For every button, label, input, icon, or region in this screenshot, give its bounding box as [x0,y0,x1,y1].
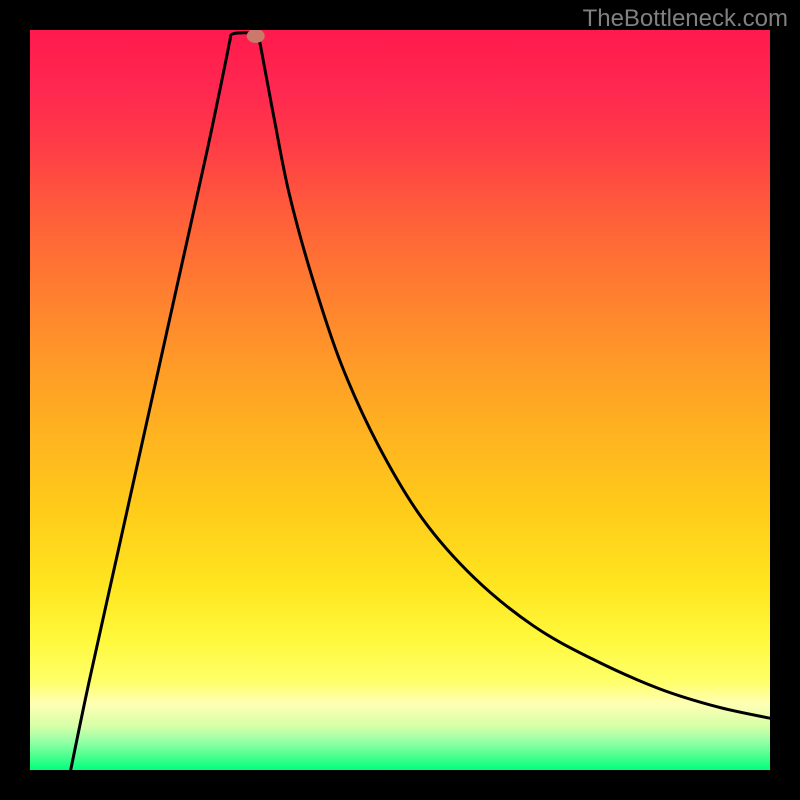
bottleneck-chart [30,30,770,770]
gradient-background [30,30,770,770]
watermark-text: TheBottleneck.com [583,5,788,33]
chart-svg [30,30,770,770]
